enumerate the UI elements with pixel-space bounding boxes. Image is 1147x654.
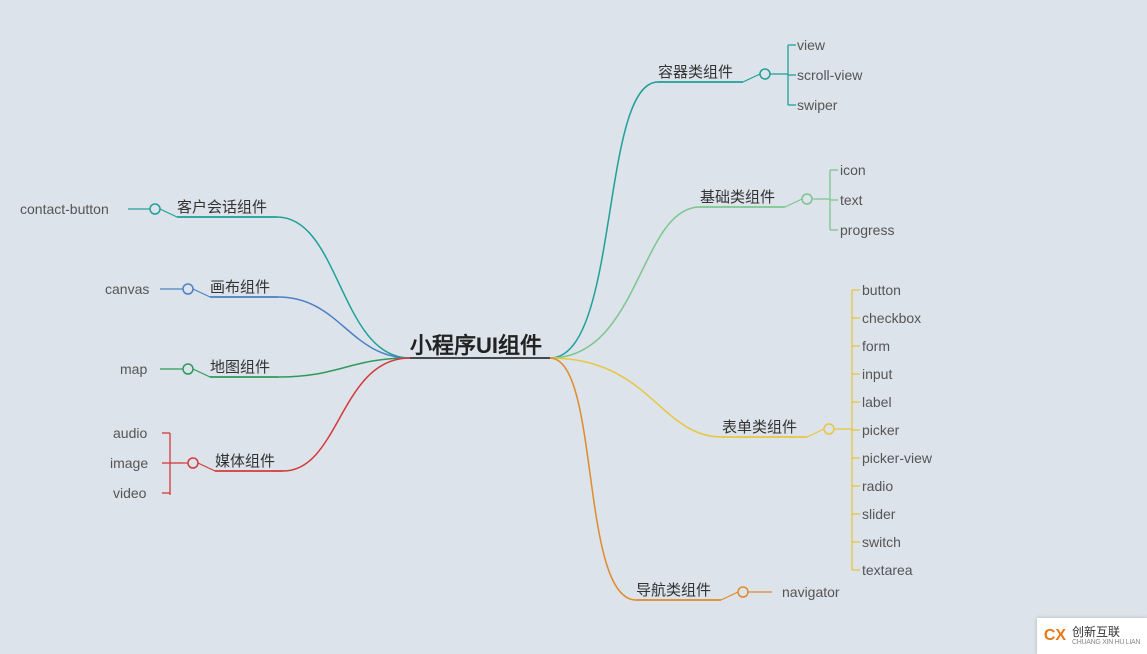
leaf-node: contact-button <box>20 202 109 216</box>
leaf-node: checkbox <box>862 311 921 325</box>
leaf-node: swiper <box>797 98 837 112</box>
leaf-node: switch <box>862 535 901 549</box>
connector-layer <box>0 0 1147 654</box>
leaf-node: picker <box>862 423 899 437</box>
branch-node: 容器类组件 <box>658 65 733 80</box>
branch-node: 地图组件 <box>210 360 270 375</box>
branch-node: 画布组件 <box>210 280 270 295</box>
leaf-node: radio <box>862 479 893 493</box>
leaf-node: picker-view <box>862 451 932 465</box>
branch-node: 表单类组件 <box>722 420 797 435</box>
leaf-node: label <box>862 395 892 409</box>
leaf-node: progress <box>840 223 894 237</box>
leaf-node: map <box>120 362 147 376</box>
leaf-node: text <box>840 193 863 207</box>
leaf-node: scroll-view <box>797 68 862 82</box>
leaf-node: input <box>862 367 892 381</box>
branch-node: 基础类组件 <box>700 190 775 205</box>
leaf-node: view <box>797 38 825 52</box>
leaf-node: textarea <box>862 563 913 577</box>
leaf-node: image <box>110 456 148 470</box>
leaf-node: button <box>862 283 901 297</box>
branch-node: 客户会话组件 <box>177 200 267 215</box>
watermark-logo: CX <box>1044 627 1066 645</box>
branch-node: 导航类组件 <box>636 583 711 598</box>
leaf-node: slider <box>862 507 895 521</box>
leaf-node: navigator <box>782 585 840 599</box>
leaf-node: canvas <box>105 282 149 296</box>
watermark-en: CHUANG XIN HU LIAN <box>1072 639 1140 647</box>
mindmap-canvas: 小程序UI组件 容器类组件 view scroll-view swiper 基础类组件 ic… <box>0 0 1147 654</box>
leaf-node: video <box>113 486 146 500</box>
watermark: CX 创新互联 CHUANG XIN HU LIAN <box>1037 618 1147 654</box>
leaf-node: icon <box>840 163 866 177</box>
leaf-node: form <box>862 339 890 353</box>
root-node: 小程序UI组件 <box>410 335 542 357</box>
leaf-node: audio <box>113 426 147 440</box>
branch-node: 媒体组件 <box>215 454 275 469</box>
watermark-cn: 创新互联 <box>1072 626 1140 639</box>
